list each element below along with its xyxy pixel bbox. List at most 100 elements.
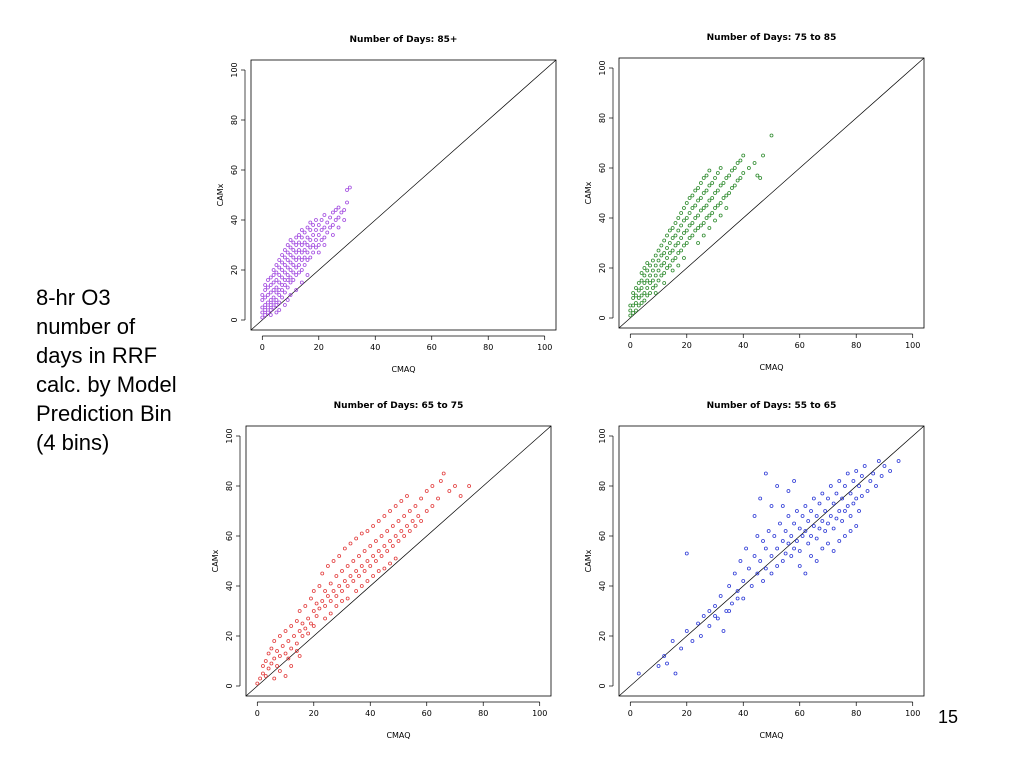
data-point: [727, 584, 732, 588]
data-point: [388, 509, 392, 513]
x-tick-label: 60: [427, 343, 437, 352]
data-point: [876, 459, 881, 463]
data-point: [696, 621, 700, 626]
data-point: [718, 183, 723, 188]
data-point: [314, 238, 318, 242]
data-point: [274, 298, 279, 302]
data-point: [385, 549, 390, 553]
data-point: [447, 489, 452, 493]
data-point: [636, 281, 641, 285]
data-point: [735, 178, 740, 183]
data-point: [665, 233, 669, 238]
data-point: [696, 198, 700, 203]
data-point: [376, 549, 381, 553]
data-point: [673, 256, 678, 260]
data-point: [359, 564, 364, 568]
scatter-plot-65-to-75: Number of Days: 65 to 75 0 20 40 60 80 100 0 20 4…: [211, 401, 552, 740]
data-point: [789, 534, 794, 538]
data-point: [288, 245, 293, 250]
data-point: [780, 559, 785, 563]
one-to-one-line: [618, 57, 925, 329]
y-tick-label: 0: [225, 683, 234, 688]
data-point: [696, 241, 700, 245]
data-point: [792, 521, 796, 526]
data-point: [710, 181, 715, 185]
data-point: [696, 186, 700, 190]
data-point: [780, 504, 785, 508]
data-point: [707, 226, 712, 230]
data-point: [730, 168, 734, 173]
data-point: [294, 250, 299, 255]
data-point: [642, 291, 647, 295]
data-point: [263, 303, 268, 307]
data-point: [266, 285, 270, 290]
data-point: [294, 258, 299, 262]
x-tick-label: 60: [795, 341, 805, 350]
data-point: [656, 268, 661, 273]
data-point: [636, 303, 641, 308]
data-point: [306, 616, 311, 621]
data-point: [328, 225, 332, 230]
plot-frame: [250, 59, 557, 331]
data-point: [659, 253, 664, 258]
x-axis-label: CMAQ: [386, 731, 410, 740]
data-point: [277, 654, 282, 658]
x-tick-label: 20: [682, 341, 692, 350]
data-point: [277, 300, 282, 305]
data-point: [828, 484, 833, 488]
y-tick-label: 40: [598, 581, 607, 591]
data-point: [328, 599, 333, 603]
data-point: [260, 310, 265, 315]
y-tick-label: 100: [598, 428, 607, 443]
data-point: [701, 614, 706, 618]
data-point: [783, 551, 788, 556]
data-point: [268, 283, 273, 287]
data-point: [277, 280, 282, 285]
y-tick-label: 20: [598, 263, 607, 273]
y-tick-label: 100: [230, 62, 239, 77]
data-point: [272, 639, 277, 643]
data-point: [682, 218, 686, 223]
data-point: [817, 526, 822, 531]
data-point: [354, 569, 359, 573]
data-point: [707, 213, 712, 218]
data-point: [809, 554, 813, 558]
data-point: [297, 233, 301, 237]
data-point: [676, 241, 681, 245]
data-point: [299, 235, 304, 240]
data-point: [645, 286, 650, 290]
data-point: [670, 639, 675, 643]
data-point: [266, 651, 271, 656]
data-point: [809, 534, 813, 538]
data-point: [379, 554, 384, 558]
data-point: [653, 253, 658, 258]
x-tick-label: 80: [478, 709, 488, 718]
x-tick-label: 100: [905, 341, 920, 350]
data-point: [786, 489, 791, 493]
data-point: [659, 273, 664, 278]
data-point: [831, 549, 836, 553]
data-point: [291, 255, 296, 260]
y-axis-label: CAMx: [216, 183, 225, 206]
data-point: [792, 546, 796, 551]
data-point: [266, 666, 271, 671]
data-point: [323, 616, 327, 621]
data-point: [396, 539, 401, 543]
data-point: [631, 311, 636, 315]
data-point: [308, 245, 313, 250]
data-point: [274, 263, 279, 267]
data-point: [399, 529, 404, 533]
data-point: [291, 278, 296, 282]
data-point: [701, 233, 706, 238]
data-point: [837, 479, 842, 483]
data-point: [285, 298, 290, 302]
data-point: [645, 268, 650, 273]
data-point: [282, 263, 287, 267]
data-point: [727, 191, 732, 195]
data-point: [268, 290, 273, 295]
data-point: [288, 253, 293, 257]
data-point: [268, 298, 273, 302]
data-point: [797, 549, 802, 553]
data-point: [333, 208, 338, 212]
data-points: [255, 471, 472, 686]
